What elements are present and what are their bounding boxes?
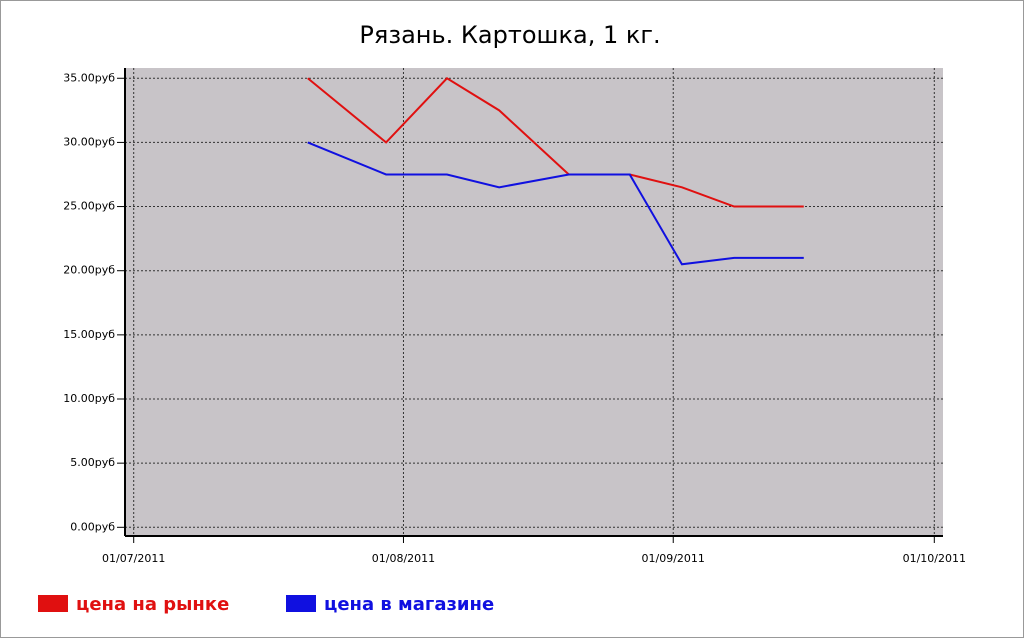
legend-label: цена в магазине xyxy=(324,594,494,615)
y-tick-label: 10.00руб xyxy=(63,392,115,405)
series-line xyxy=(307,141,804,266)
y-tick-label: 5.00руб xyxy=(70,456,115,469)
y-tick-label: 25.00руб xyxy=(63,200,115,213)
y-tick-label: 30.00руб xyxy=(63,135,115,148)
y-tick-label: 20.00руб xyxy=(63,264,115,277)
y-tick-label: 0.00руб xyxy=(70,520,115,533)
chart-title: Рязань. Картошка, 1 кг. xyxy=(359,21,660,49)
x-tick-label: 01/10/2011 xyxy=(903,552,966,565)
plot-area xyxy=(125,68,943,535)
legend-swatch xyxy=(38,595,68,612)
legend-swatch xyxy=(286,595,316,612)
y-tick-label: 15.00руб xyxy=(63,328,115,341)
x-tick-label: 01/09/2011 xyxy=(642,552,705,565)
legend-label: цена на рынке xyxy=(76,594,229,615)
y-tick-label: 35.00руб xyxy=(63,71,115,84)
x-tick-label: 01/07/2011 xyxy=(102,552,165,565)
x-tick-label: 01/08/2011 xyxy=(372,552,435,565)
